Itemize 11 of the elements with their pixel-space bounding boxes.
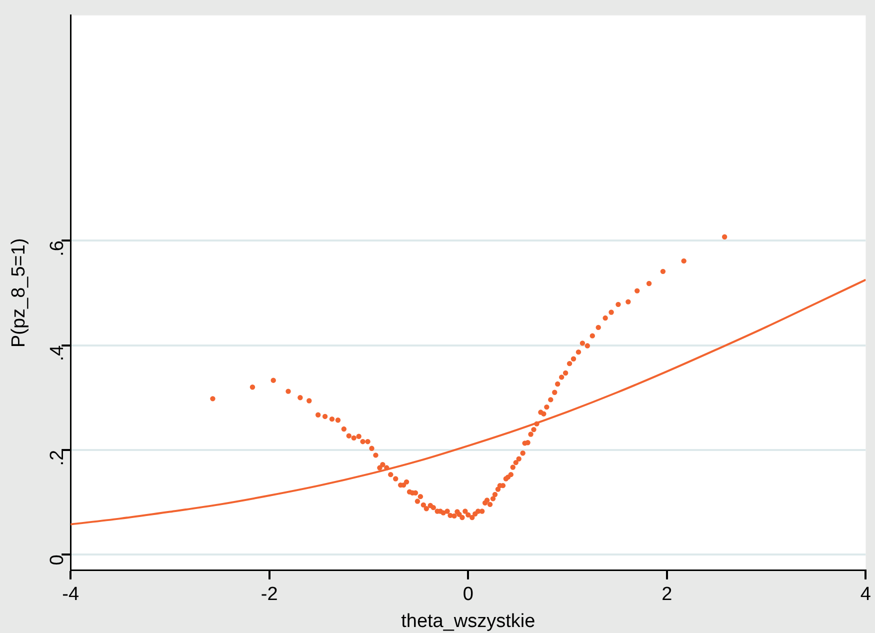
x-tick-label: 0 [462,584,474,606]
x-tick-label: -2 [260,584,278,606]
x-tick-label: -4 [62,584,80,606]
y-axis-title: P(pz_8_5=1) [8,238,30,348]
y-tick-label: .6 [46,240,68,256]
y-tick-label: .4 [46,344,68,362]
x-tick-label: 4 [860,584,872,606]
y-tick-label: .2 [46,450,68,466]
x-axis-title: theta_wszystkie [401,610,536,632]
y-tick-label: 0 [46,554,68,566]
x-tick-label: 2 [662,584,672,606]
